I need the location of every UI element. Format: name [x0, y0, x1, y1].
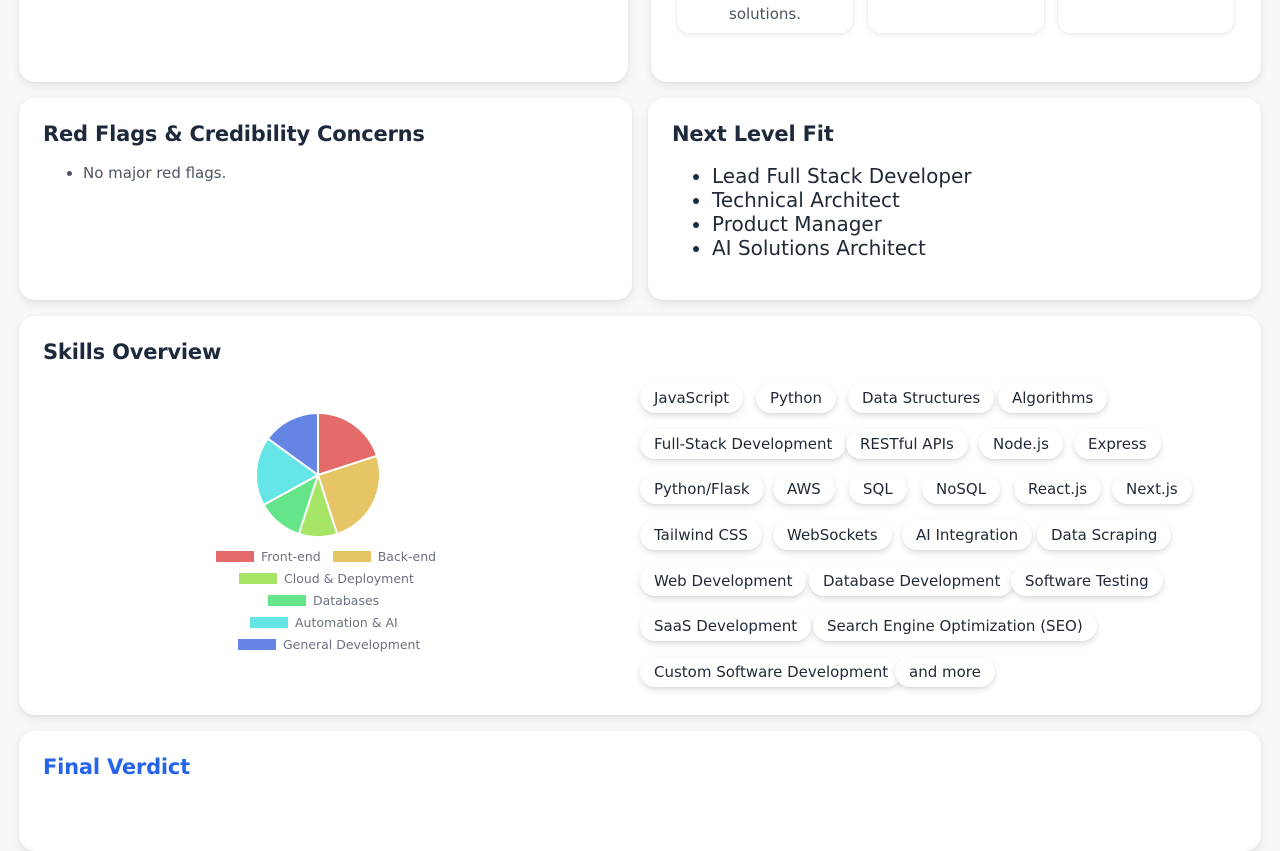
legend-label: Cloud & Deployment	[284, 571, 414, 586]
legend-item-cloud[interactable]: Cloud & Deployment	[239, 571, 414, 586]
skill-tag: RESTful APIs	[846, 429, 968, 459]
legend-label: Databases	[313, 593, 380, 608]
legend-row-1: Front-end Back-end	[216, 549, 448, 564]
summary-tile-3	[1057, 0, 1235, 34]
skill-tag: Database Development	[809, 566, 1015, 596]
summary-tile-1: solutions.	[676, 0, 854, 34]
legend-item-automation[interactable]: Automation & AI	[250, 615, 398, 630]
legend-swatch	[268, 595, 306, 606]
legend-label: Back-end	[377, 549, 437, 564]
skill-tag: Software Testing	[1011, 566, 1163, 596]
next-level-title: Next Level Fit	[672, 122, 834, 146]
legend-item-databases[interactable]: Databases	[268, 593, 379, 608]
next-level-item: AI Solutions Architect	[712, 236, 972, 260]
legend-item-back-end[interactable]: Back-end	[332, 549, 437, 564]
red-flags-list: No major red flags.	[67, 164, 226, 182]
red-flags-card: Red Flags & Credibility Concerns No majo…	[19, 98, 632, 300]
skill-tag: WebSockets	[773, 520, 892, 550]
legend-swatch	[332, 551, 371, 562]
next-level-card: Next Level Fit Lead Full Stack Developer…	[648, 98, 1261, 300]
skill-tag: Full-Stack Development	[640, 429, 847, 459]
skills-card: Skills Overview Front-end Back-end Cloud…	[19, 316, 1261, 715]
skill-tag: Express	[1074, 429, 1161, 459]
skill-tag: JavaScript	[640, 383, 744, 413]
skill-tag: Tailwind CSS	[640, 520, 762, 550]
next-level-item: Product Manager	[712, 212, 972, 236]
legend-item-front-end[interactable]: Front-end	[216, 549, 321, 564]
legend-swatch	[239, 573, 277, 584]
skill-tag: SaaS Development	[640, 611, 812, 641]
pie-slice-front-end[interactable]	[317, 412, 379, 477]
pie-slice-back-end[interactable]	[316, 454, 381, 536]
skill-tag: SQL	[849, 474, 907, 504]
summary-tile-2	[867, 0, 1045, 34]
skill-tag: Data Structures	[848, 383, 995, 413]
pie-slice-general-development[interactable]	[266, 412, 319, 477]
skill-tag: Node.js	[979, 429, 1063, 459]
legend-row-3: Databases	[268, 593, 391, 608]
skill-tag: Python	[756, 383, 836, 413]
pie-slice-automation-ai[interactable]	[255, 437, 320, 507]
legend-label: Front-end	[261, 549, 321, 564]
skill-tag: Custom Software Development	[640, 657, 903, 687]
skill-tag: AI Integration	[902, 520, 1033, 550]
top-left-card	[19, 0, 628, 82]
skill-tag: Next.js	[1112, 474, 1192, 504]
legend-row-5: General Development	[238, 637, 432, 652]
legend-swatch	[216, 551, 254, 562]
red-flags-title: Red Flags & Credibility Concerns	[43, 122, 425, 146]
skill-tag: AWS	[773, 474, 835, 504]
red-flag-item: No major red flags.	[83, 164, 226, 182]
summary-tile-1-text: solutions.	[729, 5, 801, 23]
skill-tag: Web Development	[640, 566, 807, 596]
skill-tag: Python/Flask	[640, 474, 764, 504]
legend-swatch	[250, 617, 288, 628]
top-right-card: solutions.	[651, 0, 1261, 82]
skill-tag: Data Scraping	[1037, 520, 1172, 550]
skill-tag: Search Engine Optimization (SEO)	[813, 611, 1097, 641]
legend-label: Automation & AI	[295, 615, 398, 630]
final-verdict-card: Final Verdict	[19, 731, 1261, 851]
skill-tag: NoSQL	[922, 474, 1001, 504]
final-verdict-title: Final Verdict	[43, 755, 190, 779]
legend-row-2: Cloud & Deployment	[239, 571, 426, 586]
skill-tag: Algorithms	[998, 383, 1108, 413]
next-level-item: Technical Architect	[712, 188, 972, 212]
skill-tag: React.js	[1014, 474, 1102, 504]
legend-row-4: Automation & AI	[250, 615, 410, 630]
next-level-list: Lead Full Stack Developer Technical Arch…	[712, 164, 972, 260]
skill-tag: and more	[895, 657, 995, 687]
legend-item-general[interactable]: General Development	[238, 637, 420, 652]
next-level-item: Lead Full Stack Developer	[712, 164, 972, 188]
skills-pie-chart	[255, 412, 381, 538]
legend-label: General Development	[283, 637, 421, 652]
legend-swatch	[238, 639, 276, 650]
skills-title: Skills Overview	[43, 340, 222, 364]
